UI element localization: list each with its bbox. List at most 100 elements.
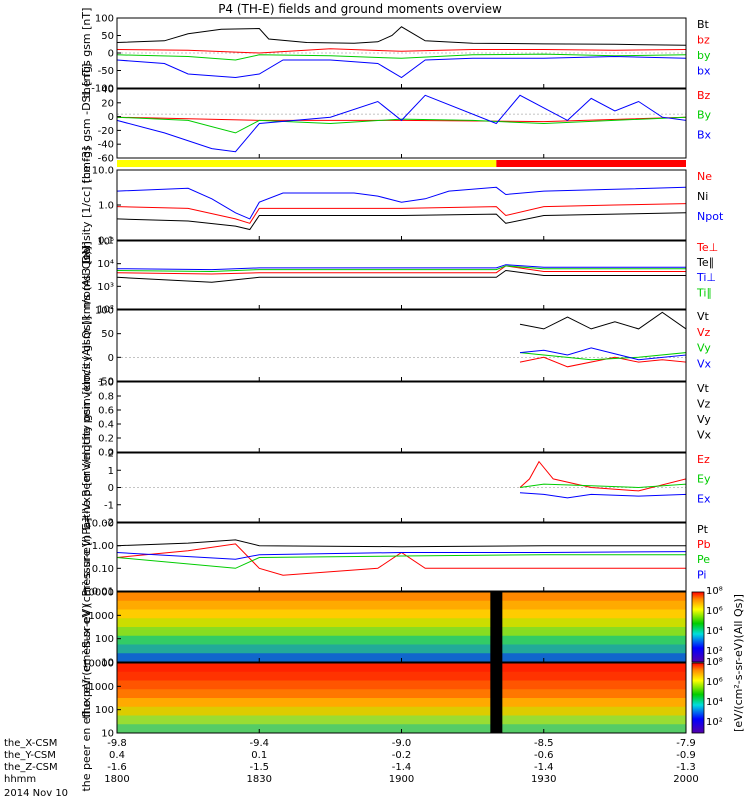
spectrogram-band [117, 635, 686, 645]
orbit-value: -1.3 [676, 762, 696, 773]
legend-Vy: Vy [697, 413, 711, 426]
spectrogram-band [117, 724, 686, 734]
y-axis-label: the peir en eflux eV (cm²-s-sr-eV) [80, 535, 93, 718]
y-tick-label: -1 [104, 500, 114, 511]
orbit-row-label: the_X-CSM [4, 738, 57, 749]
y-tick-label: 50 [101, 329, 114, 340]
colorbar-tick: 10⁸ [706, 657, 723, 668]
series-bx [116, 55, 687, 79]
panel-frame [116, 309, 687, 382]
colorbar-tick: 10² [706, 646, 723, 657]
legend-Ti∥: Ti∥ [696, 286, 712, 299]
y-axis-label: moms3 [eV] [80, 241, 93, 308]
orbit-value: -1.6 [107, 762, 127, 773]
spectrogram-band [117, 663, 686, 673]
legend-Pe: Pe [697, 553, 710, 566]
y-tick-label: 10000 [82, 659, 114, 670]
panel-4: 10⁵ 10⁴ 10³ 10² moms3 [eV] Te⊥ Te∥ Ti⊥ Ti∥ [80, 237, 718, 316]
y-tick-label: 100 [95, 14, 114, 25]
panel-7: 2 1 0 -1 -2 E=-VxB [mV/m] Ez Ey Ex [80, 445, 711, 531]
orbit-value: -9.0 [392, 738, 412, 749]
y-tick-label: -100 [91, 84, 114, 95]
y-tick-label: 100 [95, 705, 114, 716]
series-Ey [519, 483, 687, 489]
series-by [116, 53, 687, 61]
y-tick-label: -40 [98, 140, 114, 151]
y-tick-label: 0.4 [98, 420, 114, 431]
y-tick-label: 10³ [97, 282, 114, 293]
orbit-value: 0.1 [251, 750, 267, 761]
date-label: 2014 Nov 10 [4, 788, 68, 799]
legend-Vy: Vy [697, 342, 711, 355]
legend-Bz: Bz [697, 89, 711, 102]
y-axis-label: E=-VxB [mV/m] [80, 445, 93, 531]
orbit-value: -9.8 [107, 738, 127, 749]
orbit-value: -7.9 [676, 738, 696, 749]
colorbar-tick: 10² [706, 717, 723, 728]
legend-Bx: Bx [697, 128, 712, 141]
y-tick-label: 100 [95, 306, 114, 317]
mode-bar-fast [496, 160, 686, 167]
legend-By: By [697, 109, 712, 122]
colorbar-tick: 10⁶ [706, 677, 723, 688]
y-axis-label: the fgs gsm [nT] [80, 8, 93, 99]
legend-Vx: Vx [697, 357, 712, 370]
y-tick-label: 1.0 [98, 378, 114, 389]
series-Ez [519, 460, 687, 492]
orbit-value: -8.5 [534, 738, 554, 749]
spectrogram-band [117, 706, 686, 716]
legend-Ey: Ey [697, 473, 711, 486]
series-Te⊥ [116, 265, 686, 275]
orbit-value: -0.9 [676, 750, 696, 761]
legend-Ne: Ne [697, 170, 712, 183]
spectrogram-band [117, 618, 686, 628]
y-tick-label: 10⁵ [97, 237, 114, 248]
series-Ex [519, 492, 687, 499]
legend-Vz: Vz [697, 398, 711, 411]
y-tick-label: 0.6 [98, 406, 114, 417]
y-tick-label: 0.0 [98, 448, 114, 459]
orbit-value: -1.4 [392, 762, 412, 773]
orbit-value: 0.4 [109, 750, 125, 761]
y-tick-label: 10000 [82, 588, 114, 599]
series-Bt [116, 26, 687, 46]
y-tick-label: 50 [101, 31, 114, 42]
legend-Ez: Ez [697, 453, 710, 466]
y-tick-label: 10.00 [85, 519, 114, 530]
data-gap [490, 592, 503, 662]
legend-Vx: Vx [697, 429, 712, 442]
series-Npot [116, 186, 687, 220]
orbit-value: -1.5 [249, 762, 269, 773]
series-Vz [519, 355, 687, 368]
series-By [116, 116, 687, 134]
orbit-value: -0.6 [534, 750, 554, 761]
y-tick-label: 20 [101, 98, 114, 109]
y-tick-label: 1000 [89, 682, 114, 693]
y-tick-label: 0 [108, 112, 114, 123]
y-tick-label: 0 [108, 49, 114, 60]
legend-Pb: Pb [697, 538, 711, 551]
panel-2: 40 20 0 -20 -40 -60 the fgs gsm -DSL [nT] Bz By B… [80, 64, 712, 184]
panel-9: 10000 1000 100 10 the peir en eflux eV (cm²-… [80, 535, 687, 719]
spectrogram-band [117, 609, 686, 619]
y-tick-label: -60 [98, 154, 114, 165]
spectrogram-band [117, 671, 686, 681]
legend-by: by [697, 49, 711, 62]
spectrogram-band [117, 680, 686, 690]
colorbar-scale [691, 662, 705, 734]
y-axis-label: the fgs gsm -DSL [nT] [80, 64, 93, 184]
legend-Pt: Pt [697, 523, 709, 536]
spectrogram-band [117, 600, 686, 610]
y-tick-label: 2 [108, 449, 114, 460]
y-tick-label: 0.2 [98, 434, 114, 445]
spectrogram-band [117, 653, 686, 663]
colorbar-tick: 10⁴ [706, 697, 723, 708]
y-tick-label: 1 [108, 466, 114, 477]
y-tick-label: -20 [98, 126, 114, 137]
series-Ni [116, 212, 687, 231]
colorbar-tick: 10⁸ [706, 586, 723, 597]
series-Ti⊥ [116, 264, 686, 271]
orbit-value: 1830 [247, 774, 272, 785]
